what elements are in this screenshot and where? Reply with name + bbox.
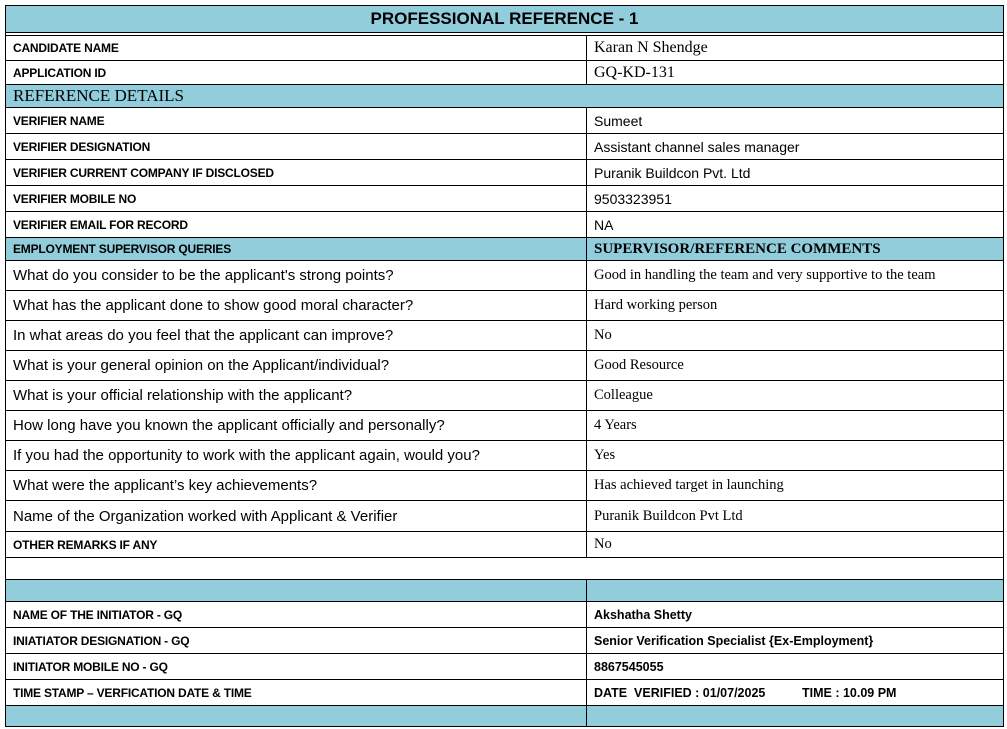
query-row: What do you consider to be the applicant… xyxy=(5,260,1005,291)
initiator-value: Akshatha Shetty xyxy=(585,601,1005,628)
verifier-label: VERIFIER MOBILE NO xyxy=(5,185,587,212)
initiator-value: 8867545055 xyxy=(585,653,1005,680)
queries-header-left: EMPLOYMENT SUPERVISOR QUERIES xyxy=(5,237,587,261)
blue-footer xyxy=(585,705,1005,727)
query-question: If you had the opportunity to work with … xyxy=(5,440,587,471)
verifier-row: VERIFIER DESIGNATION Assistant channel sa… xyxy=(5,133,1005,160)
query-answer: Good Resource xyxy=(585,350,1005,381)
query-row: In what areas do you feel that the appli… xyxy=(5,320,1005,351)
query-question: How long have you known the applicant of… xyxy=(5,410,587,441)
query-row: Name of the Organization worked with App… xyxy=(5,500,1005,532)
query-question: In what areas do you feel that the appli… xyxy=(5,320,587,351)
other-remarks-label: OTHER REMARKS IF ANY xyxy=(5,531,587,558)
verifier-value: Puranik Buildcon Pvt. Ltd xyxy=(585,159,1005,186)
application-id-label: APPLICATION ID xyxy=(5,60,587,85)
query-question: Name of the Organization worked with App… xyxy=(5,500,587,532)
initiator-label: INIATIATOR DESIGNATION - GQ xyxy=(5,627,587,654)
blank-row xyxy=(4,557,1005,580)
application-id-row: APPLICATION ID GQ-KD-131 xyxy=(5,60,1005,85)
reference-form: PROFESSIONAL REFERENCE - 1 CANDIDATE NAM… xyxy=(4,5,1005,727)
query-question: What do you consider to be the applicant… xyxy=(5,260,587,291)
query-answer: 4 Years xyxy=(585,410,1005,441)
other-remarks-row: OTHER REMARKS IF ANY No xyxy=(5,531,1005,558)
candidate-name-row: CANDIDATE NAME Karan N Shendge xyxy=(5,35,1005,61)
verifier-value: 9503323951 xyxy=(585,185,1005,212)
verifier-value: Assistant channel sales manager xyxy=(585,133,1005,160)
query-question: What has the applicant done to show good… xyxy=(5,290,587,321)
initiator-row: INITIATOR MOBILE NO - GQ 8867545055 xyxy=(5,653,1005,680)
timestamp-row: TIME STAMP – VERFICATION DATE & TIME DAT… xyxy=(5,679,1005,706)
query-answer: Colleague xyxy=(585,380,1005,411)
other-remarks-value: No xyxy=(585,531,1005,558)
verifier-row: VERIFIER CURRENT COMPANY IF DISCLOSED Pur… xyxy=(5,159,1005,186)
query-answer: Puranik Buildcon Pvt Ltd xyxy=(585,500,1005,532)
initiator-row: NAME OF THE INITIATOR - GQ Akshatha Shett… xyxy=(5,601,1005,628)
query-row: What has the applicant done to show good… xyxy=(5,290,1005,321)
query-row: What is your general opinion on the Appl… xyxy=(5,350,1005,381)
query-question: What were the applicant’s key achievemen… xyxy=(5,470,587,501)
verifier-row: VERIFIER EMAIL FOR RECORD NA xyxy=(5,211,1005,238)
query-answer: Has achieved target in launching xyxy=(585,470,1005,501)
verifier-label: VERIFIER CURRENT COMPANY IF DISCLOSED xyxy=(5,159,587,186)
query-row: If you had the opportunity to work with … xyxy=(5,440,1005,471)
blue-footer xyxy=(5,705,587,727)
query-row: What is your official relationship with … xyxy=(5,380,1005,411)
query-answer: Hard working person xyxy=(585,290,1005,321)
verifier-row: VERIFIER MOBILE NO 9503323951 xyxy=(5,185,1005,212)
timestamp-label: TIME STAMP – VERFICATION DATE & TIME xyxy=(5,679,587,706)
initiator-value: Senior Verification Specialist {Ex-Emplo… xyxy=(585,627,1005,654)
verifier-label: VERIFIER DESIGNATION xyxy=(5,133,587,160)
query-row: How long have you known the applicant of… xyxy=(5,410,1005,441)
verifier-row: VERIFIER NAME Sumeet xyxy=(5,107,1005,134)
queries-header-row: EMPLOYMENT SUPERVISOR QUERIES SUPERVISOR… xyxy=(5,237,1005,261)
verifier-label: VERIFIER NAME xyxy=(5,107,587,134)
verifier-value: Sumeet xyxy=(585,107,1005,134)
application-id-value: GQ-KD-131 xyxy=(585,60,1005,85)
candidate-name-label: CANDIDATE NAME xyxy=(5,35,587,61)
query-row: What were the applicant’s key achievemen… xyxy=(5,470,1005,501)
blue-spacer xyxy=(5,579,587,602)
query-question: What is your general opinion on the Appl… xyxy=(5,350,587,381)
initiator-label: NAME OF THE INITIATOR - GQ xyxy=(5,601,587,628)
query-answer: Yes xyxy=(585,440,1005,471)
verifier-label: VERIFIER EMAIL FOR RECORD xyxy=(5,211,587,238)
initiator-row: INIATIATOR DESIGNATION - GQ Senior Verifi… xyxy=(5,627,1005,654)
reference-details-header: REFERENCE DETAILS xyxy=(4,84,1005,108)
query-answer: No xyxy=(585,320,1005,351)
form-title: PROFESSIONAL REFERENCE - 1 xyxy=(4,5,1005,33)
blue-spacer xyxy=(585,579,1005,602)
candidate-name-value: Karan N Shendge xyxy=(585,35,1005,61)
time-verified: TIME : 10.09 PM xyxy=(802,685,897,700)
verifier-value: NA xyxy=(585,211,1005,238)
date-verified: DATE VERIFIED : 01/07/2025 xyxy=(594,685,766,700)
query-answer: Good in handling the team and very suppo… xyxy=(585,260,1005,291)
query-question: What is your official relationship with … xyxy=(5,380,587,411)
queries-header-right: SUPERVISOR/REFERENCE COMMENTS xyxy=(585,237,1005,261)
initiator-label: INITIATOR MOBILE NO - GQ xyxy=(5,653,587,680)
